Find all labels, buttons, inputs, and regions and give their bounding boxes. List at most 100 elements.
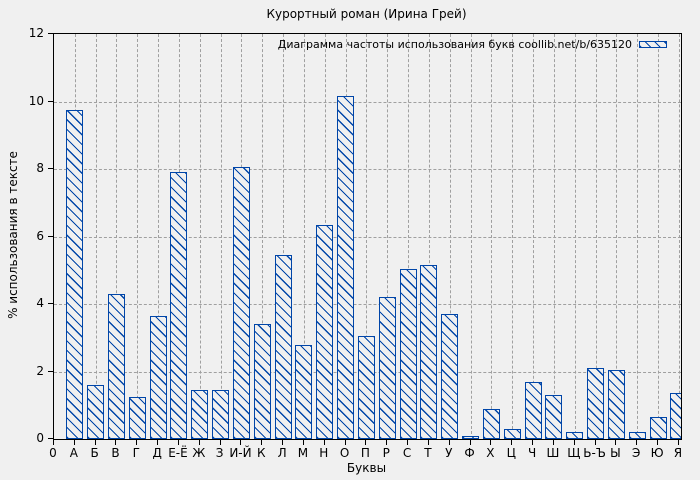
y-tick-label: 8 [36, 161, 44, 175]
gridline-vertical [553, 34, 555, 439]
bar-Ы [607, 369, 625, 439]
x-tick-label: Г [132, 446, 140, 460]
x-tick [261, 440, 263, 445]
x-tick [115, 440, 117, 445]
x-tick [136, 440, 138, 445]
x-tick-label: Ы [610, 446, 621, 460]
x-tick [323, 440, 325, 445]
x-tick-label: Т [424, 446, 432, 460]
bar-И-Й [232, 167, 250, 439]
x-tick [73, 440, 75, 445]
gridline-vertical [303, 34, 305, 439]
y-tick [48, 168, 53, 169]
y-tick-label: 6 [36, 228, 44, 243]
bar-Б [87, 385, 105, 439]
bar-Ц [503, 428, 521, 439]
gridline-vertical [637, 34, 639, 439]
x-tick [157, 440, 159, 445]
gridline-vertical [574, 34, 576, 439]
y-tick [48, 33, 53, 34]
x-tick [490, 440, 492, 445]
x-tick [177, 440, 179, 445]
gridline-horizontal [54, 304, 681, 305]
y-tick-label: 12 [28, 26, 44, 40]
chart-title: Курортный роман (Ирина Грей) [266, 7, 467, 21]
x-tick [282, 440, 284, 445]
gridline-vertical [158, 34, 160, 439]
gridline-horizontal [54, 101, 681, 103]
y-tick [48, 438, 53, 439]
bar-Ф [462, 435, 480, 439]
x-tick-label: М [297, 446, 309, 460]
x-tick-label: Б [90, 446, 99, 460]
gridline-vertical [512, 34, 514, 439]
x-tick-label: Э [632, 446, 641, 460]
x-tick-label: Л [277, 446, 287, 460]
x-tick-label: Е-Ё [168, 446, 188, 460]
gridline-vertical [199, 34, 201, 439]
bar-З [212, 390, 230, 439]
bar-Ю [649, 417, 667, 439]
x-tick-label: О [339, 446, 350, 460]
x-tick [344, 440, 346, 445]
legend-label: Диаграмма частоты использования букв coo… [277, 38, 632, 51]
gridline-vertical [449, 34, 451, 439]
y-tick [48, 370, 53, 372]
bar-Я [670, 393, 681, 439]
x-tick-label: А [69, 446, 78, 460]
gridline-vertical [595, 34, 597, 439]
bar-Ш [545, 395, 563, 439]
x-tick [657, 440, 659, 445]
gridline-horizontal [54, 169, 681, 170]
bar-Н [316, 224, 334, 439]
x-tick-label: Р [382, 446, 390, 460]
gridline-vertical [137, 34, 139, 439]
x-tick [198, 440, 200, 445]
x-tick [53, 440, 54, 445]
x-tick-label: И-Й [229, 446, 252, 460]
bar-С [399, 268, 417, 439]
x-tick [677, 440, 679, 445]
gridline-vertical [262, 34, 264, 439]
bar-Т [420, 265, 438, 439]
x-tick [511, 440, 513, 445]
y-tick [48, 303, 53, 304]
bar-Р [378, 297, 396, 439]
y-tick [48, 100, 53, 102]
gridline-vertical [95, 34, 97, 439]
legend-swatch-icon [639, 41, 667, 48]
x-tick [573, 440, 575, 445]
x-tick [469, 440, 471, 445]
bar-Л [274, 255, 292, 439]
x-tick [532, 440, 534, 445]
gridline-horizontal [54, 236, 681, 238]
y-tick-label: 2 [36, 363, 44, 378]
x-tick [365, 440, 367, 445]
bar-Г [128, 396, 146, 439]
bar-Х [482, 408, 500, 439]
bar-А [66, 109, 84, 439]
x-tick-label: Х [486, 446, 495, 460]
x-tick [427, 440, 429, 445]
bar-Ч [524, 381, 542, 439]
gridline-vertical [220, 34, 222, 439]
x-tick-label: Д [152, 446, 162, 460]
x-tick [407, 440, 409, 445]
x-tick-label: Ф [464, 446, 475, 460]
gridline-vertical [470, 34, 472, 439]
x-tick [552, 440, 554, 445]
x-tick [386, 440, 388, 445]
x-tick-label: К [257, 446, 266, 460]
gridline-vertical [116, 34, 118, 439]
x-axis-label: Буквы [346, 461, 387, 475]
bar-У [441, 314, 459, 439]
bar-Ж [191, 390, 209, 439]
x-tick [302, 440, 304, 445]
bar-Д [149, 315, 167, 439]
bar-Ь-Ъ [587, 368, 605, 439]
bar-Е-Ё [170, 172, 188, 439]
y-tick-label: 4 [36, 296, 44, 310]
x-tick [594, 440, 596, 445]
x-tick-label: Ц [506, 446, 516, 460]
bar-П [357, 336, 375, 439]
